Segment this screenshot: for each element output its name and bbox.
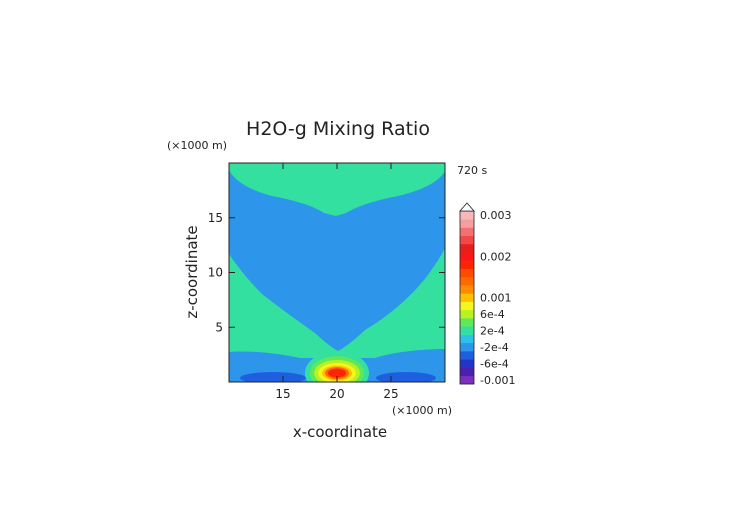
colorbar-level bbox=[460, 334, 474, 344]
colorbar-level bbox=[460, 293, 474, 302]
x-tick-label: 15 bbox=[275, 387, 290, 401]
colorbar-level bbox=[460, 211, 474, 220]
side-wedge-contour bbox=[229, 248, 445, 358]
x-tick-label: 20 bbox=[329, 387, 344, 401]
colorbar-label: -6e-4 bbox=[480, 357, 509, 370]
colorbar-level bbox=[460, 243, 474, 253]
colorbar-level bbox=[460, 285, 474, 294]
y-ticks: 5 10 15 bbox=[208, 211, 445, 334]
colorbar-level bbox=[460, 318, 474, 327]
colorbar-level bbox=[460, 227, 474, 237]
colorbar-level bbox=[460, 219, 474, 228]
contour-field bbox=[229, 163, 445, 382]
colorbar-label: 0.002 bbox=[480, 250, 512, 263]
colorbar-label: 6e-4 bbox=[480, 308, 505, 321]
low-anomaly-left bbox=[240, 372, 306, 382]
x-axis-unit: (×1000 m) bbox=[392, 404, 452, 417]
colorbar-level bbox=[460, 359, 474, 368]
y-axis-unit: (×1000 m) bbox=[167, 139, 227, 152]
x-tick-label: 25 bbox=[383, 387, 398, 401]
colorbar-label: -0.001 bbox=[480, 374, 515, 387]
y-tick-label: 15 bbox=[208, 211, 223, 225]
colorbar-level bbox=[460, 252, 474, 261]
core-contour-6 bbox=[328, 368, 346, 378]
colorbar-level bbox=[460, 268, 474, 278]
colorbar-level bbox=[460, 301, 474, 311]
colorbar-extend-arrow bbox=[459, 202, 475, 212]
x-axis-label: x-coordinate bbox=[293, 423, 387, 441]
colorbar-level bbox=[460, 260, 474, 269]
y-axis-label: z-coordinate bbox=[183, 225, 201, 318]
y-tick-label: 10 bbox=[208, 266, 223, 280]
colorbar-level bbox=[460, 342, 474, 352]
maximum-core bbox=[305, 351, 369, 382]
time-label: 720 s bbox=[457, 164, 487, 177]
colorbar: 0.003 0.002 0.001 6e-4 2e-4 -2e-4 -6e-4 -0.001 bbox=[459, 202, 515, 387]
colorbar-level bbox=[460, 326, 474, 335]
colorbar-level bbox=[460, 375, 474, 385]
colorbar-level bbox=[460, 276, 474, 286]
colorbar-label: -2e-4 bbox=[480, 341, 509, 354]
chart-title: H2O-g Mixing Ratio bbox=[246, 118, 430, 140]
colorbar-label: 0.003 bbox=[480, 209, 512, 222]
colorbar-level bbox=[460, 367, 474, 377]
colorbar-level bbox=[460, 351, 474, 360]
top-band-contour bbox=[229, 163, 445, 216]
colorbar-level bbox=[460, 235, 474, 245]
x-ticks: 15 20 25 bbox=[275, 163, 399, 401]
colorbar-level bbox=[460, 309, 474, 319]
y-tick-label: 5 bbox=[215, 320, 223, 334]
colorbar-label: 2e-4 bbox=[480, 324, 505, 337]
colorbar-label: 0.001 bbox=[480, 292, 512, 305]
